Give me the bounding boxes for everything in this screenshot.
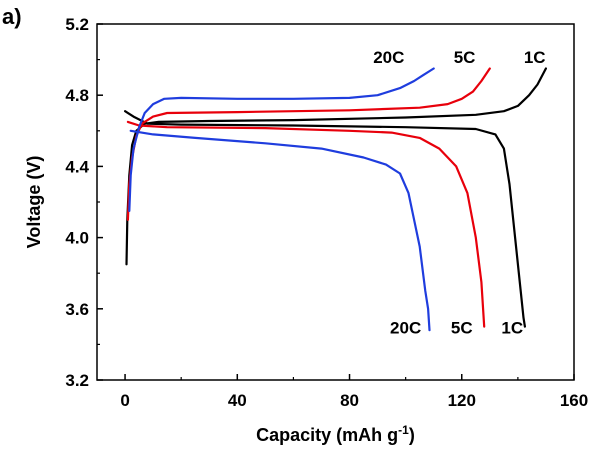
series-line-5c-charge [126,67,491,221]
label-5c-top: 5C [454,48,476,67]
series-line-1c-charge [125,67,547,266]
label-1c-top: 1C [524,48,546,67]
y-tick-label-5: 5.2 [65,15,89,34]
y-tick-label-3: 4.4 [65,157,89,176]
x-axis-title-main: Capacity (mAh g [256,425,398,445]
tick-labels: 0 40 80 120 160 3.2 3.6 4.0 4.4 4.8 5.2 [65,15,588,410]
panel-label: a) [2,4,22,29]
x-tick-label-1: 40 [228,391,247,410]
x-axis-title-superscript: -1 [398,423,409,437]
series-lines [124,67,547,332]
label-5c-bottom: 5C [451,319,473,338]
label-20c-bottom: 20C [390,319,421,338]
x-axis-title-suffix: ) [409,425,415,445]
label-20c-top: 20C [373,48,404,67]
series-annotations: 20C 5C 1C 20C 5C 1C [373,48,545,338]
x-axis-title: Capacity (mAh g-1) [256,423,415,445]
axis-ticks [97,23,575,381]
y-tick-label-4: 4.8 [65,86,89,105]
series-line-20c-charge [128,67,435,212]
y-axis-title: Voltage (V) [24,156,44,249]
x-tick-label-3: 120 [448,391,476,410]
y-tick-label-1: 3.6 [65,300,89,319]
y-tick-label-2: 4.0 [65,229,89,248]
x-tick-label-4: 160 [560,391,588,410]
x-tick-label-2: 80 [340,391,359,410]
y-tick-label-0: 3.2 [65,371,89,390]
series-line-20c-discharge [129,129,431,332]
series-line-5c-discharge [126,120,486,328]
label-1c-bottom: 1C [501,319,523,338]
series-line-1c-discharge [124,110,526,328]
x-tick-label-0: 0 [120,391,129,410]
